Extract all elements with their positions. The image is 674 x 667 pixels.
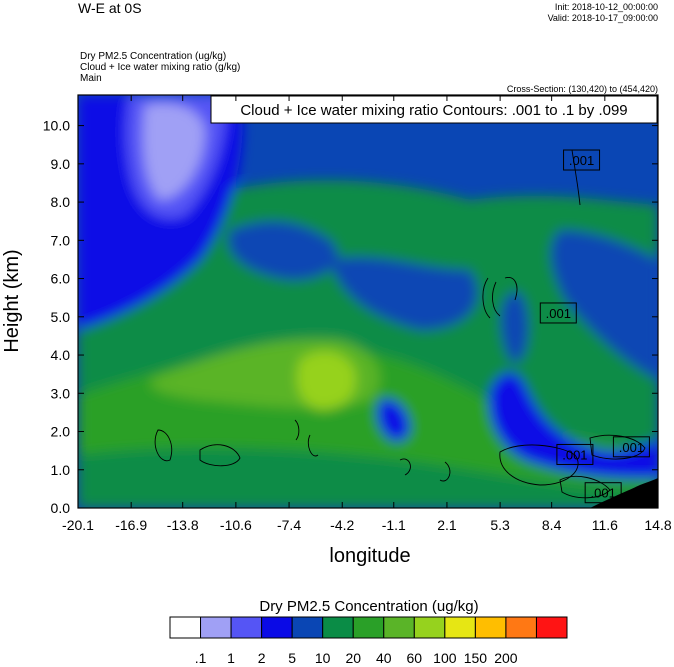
colorbar-swatch [474, 616, 507, 639]
x-axis-label: longitude [329, 545, 410, 567]
colorbar-swatch [200, 616, 232, 639]
y-tick-label: 9.0 [51, 156, 71, 172]
field-label-pm25: Dry PM2.5 Concentration (ug/kg) [80, 51, 227, 62]
colorbar-label: 100 [433, 650, 457, 666]
colorbar-label: 150 [464, 650, 488, 666]
colorbar-label: 10 [315, 650, 331, 666]
colorbar-swatch [444, 616, 476, 639]
x-tick-label: -13.8 [167, 517, 199, 533]
contour-label: .001 [569, 153, 594, 168]
x-tick-label: -1.1 [382, 517, 406, 533]
x-tick-label: 14.8 [644, 517, 671, 533]
colorbar-swatch [413, 616, 446, 639]
colorbar-label: 2 [258, 650, 266, 666]
colorbar-swatch [383, 616, 415, 639]
colorbar-swatch [352, 616, 385, 639]
x-tick-label: 11.6 [592, 517, 618, 533]
contour-label: .001 [562, 447, 587, 462]
colorbar-swatch [261, 616, 293, 639]
contour-label-box [563, 149, 601, 171]
colorbar-swatch [230, 616, 263, 639]
y-tick-label: 8.0 [51, 194, 71, 210]
y-tick-label: 10.0 [43, 118, 70, 134]
init-time: Init: 2018-10-12_00:00:00 [554, 2, 658, 12]
contour-info-text: Cloud + Ice water mixing ratio Contours:… [240, 102, 627, 119]
colorbar-label: 1 [227, 650, 235, 666]
y-tick-label: 4.0 [51, 347, 71, 363]
y-tick-label: 1.0 [51, 462, 71, 478]
contour-label-box [539, 302, 577, 324]
colorbar-swatch [291, 616, 324, 639]
x-tick-label: -10.6 [220, 517, 252, 533]
y-tick-label: 6.0 [51, 271, 71, 287]
plot-title: W-E at 0S [78, 0, 142, 16]
x-tick-label: 2.1 [437, 517, 457, 533]
contour-label-box [584, 482, 622, 504]
field-label-cloud: Cloud + Ice water mixing ratio (g/kg) [80, 62, 241, 73]
valid-time: Valid: 2018-10-17_09:00:00 [547, 13, 658, 23]
x-tick-label: 8.4 [542, 517, 562, 533]
contour-label-box [556, 443, 594, 465]
colorbar-label: 60 [407, 650, 423, 666]
y-tick-label: 2.0 [51, 424, 71, 440]
x-tick-label: -4.2 [330, 517, 354, 533]
x-tick-label: -7.4 [277, 517, 301, 533]
colorbar-label: .1 [195, 650, 207, 666]
contour-label: .001 [591, 486, 616, 501]
contour-info-box [210, 95, 658, 124]
concentration-field [78, 95, 658, 508]
contour-label-box [612, 436, 650, 458]
cross-section-label: Cross-Section: (130,420) to (454,420) [506, 84, 658, 94]
colorbar-label: 200 [494, 650, 518, 666]
y-axis-label: Height (km) [1, 249, 23, 352]
colorbar-swatch [505, 616, 537, 639]
x-tick-label: -20.1 [62, 517, 94, 533]
colorbar-swatch [322, 616, 354, 639]
colorbar-label: 40 [376, 650, 392, 666]
x-tick-label: -16.9 [115, 517, 147, 533]
contour-label: .001 [619, 440, 644, 455]
x-tick-label: 5.3 [490, 517, 510, 533]
colorbar-label: 20 [345, 650, 361, 666]
y-tick-label: 0.0 [51, 500, 71, 516]
field-label-main: Main [80, 73, 102, 84]
y-tick-label: 5.0 [51, 309, 71, 325]
y-tick-label: 3.0 [51, 385, 71, 401]
y-tick-label: 7.0 [51, 232, 71, 248]
contour-label: .001 [546, 306, 571, 321]
cloud-contours [154, 149, 646, 499]
colorbar-title: Dry PM2.5 Concentration (ug/kg) [259, 598, 478, 615]
plot-frame [77, 94, 659, 509]
colorbar-swatch [169, 616, 202, 639]
colorbar-swatch [535, 616, 568, 639]
colorbar-label: 5 [288, 650, 296, 666]
